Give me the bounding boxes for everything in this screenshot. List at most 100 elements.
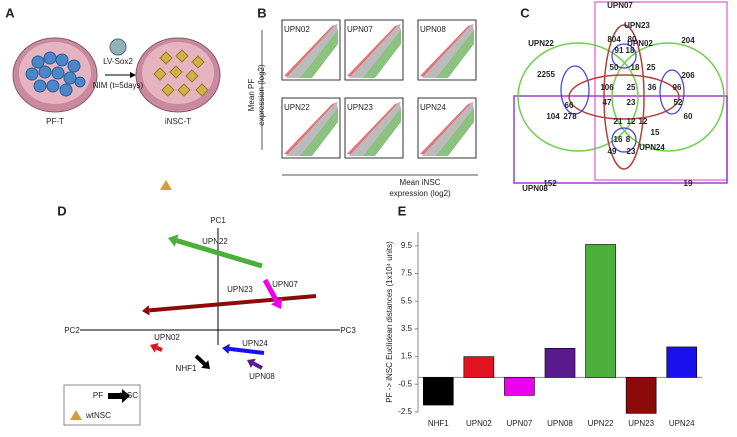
venn-count: 47 (603, 98, 612, 107)
scatter-cloud-grey (422, 24, 474, 78)
set-upn02 (568, 74, 680, 120)
venn-count: 12 (639, 117, 648, 126)
virus (109, 38, 127, 56)
label: PC1 (210, 216, 226, 225)
legend-triangle (70, 410, 82, 420)
scatter-cloud-grey (286, 24, 338, 78)
set-label: UPN24 (639, 143, 665, 152)
venn-count: 2255 (537, 70, 555, 79)
arrow-head (130, 72, 136, 78)
plot-title: UPN24 (420, 103, 446, 112)
venn-count: 25 (647, 63, 656, 72)
bar (625, 377, 657, 414)
pca-arrow-head (168, 234, 179, 247)
label: PC2 (64, 326, 80, 335)
legend-arrow (108, 389, 130, 403)
venn-count: 19 (684, 179, 693, 188)
venn-count: 106 (600, 83, 614, 92)
pca-arrow-head (142, 305, 150, 316)
arrow-label: UPN07 (272, 280, 298, 289)
label: iNSC (119, 391, 138, 400)
cells (153, 49, 209, 97)
label: NIM (t=5days) (93, 81, 144, 90)
venn-count: 91 (615, 46, 624, 55)
pca-arrow-head (222, 343, 230, 355)
venn-count: 16 (614, 135, 623, 144)
venn-count: 278 (563, 112, 577, 121)
venn-count: 206 (681, 71, 695, 80)
pca-arrow-head (201, 360, 210, 369)
x-tick-label: UPN23 (628, 419, 654, 428)
panel-label: C (520, 5, 530, 20)
set-upn24 (560, 43, 685, 153)
x-tick-label: UPN22 (588, 419, 614, 428)
panel-label: E (398, 203, 407, 218)
y-tick-label: -0.5 (398, 379, 412, 388)
pca-arrow-head (247, 358, 256, 368)
scatter-cloud-grey (349, 24, 401, 78)
y-axis-label: PF -> iNSC Euclidean distances (1x10⁴ un… (385, 241, 394, 403)
plot-title: UPN22 (284, 103, 310, 112)
arrow-label: NHF1 (176, 364, 197, 373)
venn-count: 23 (627, 147, 636, 156)
label: PF-T (46, 117, 64, 126)
y-tick-label: -2.5 (398, 407, 412, 416)
arrow-label: UPN02 (154, 333, 180, 342)
venn-count: 49 (608, 147, 617, 156)
pca-arrow-head (270, 297, 283, 309)
set-label: UPN02 (627, 39, 653, 48)
venn-count: 52 (674, 98, 683, 107)
scatter-cloud-grey (422, 102, 474, 156)
venn-count: 96 (673, 83, 682, 92)
pca-arrow (262, 278, 279, 303)
venn-count: 21 (614, 117, 623, 126)
venn-count: 66 (565, 101, 574, 110)
label: expression (log2) (389, 189, 451, 198)
venn-count: 18 (626, 46, 635, 55)
bar (422, 377, 454, 406)
label: PF (93, 391, 103, 400)
x-tick-label: UPN07 (507, 419, 533, 428)
set-label: UPN07 (607, 1, 633, 10)
pca-arrow (149, 294, 317, 313)
y-tick-label: 3.5 (401, 324, 413, 333)
venn-count: 204 (681, 36, 695, 45)
label: iNSC-T (165, 117, 191, 126)
venn-count: 8 (626, 135, 631, 144)
x-tick-label: UPN08 (547, 419, 573, 428)
set-upn08 (513, 95, 728, 184)
label: LV-Sox2 (103, 57, 133, 66)
set-label: UPN08 (522, 184, 548, 193)
pca-arrow (155, 345, 163, 352)
panel-label: A (5, 5, 15, 20)
x-tick-label: UPN02 (466, 419, 492, 428)
set-label: UPN22 (528, 39, 554, 48)
x-tick-label: UPN24 (669, 419, 695, 428)
pca-arrow (194, 354, 207, 366)
set-upn22 (611, 42, 725, 152)
venn-count: 80 (628, 35, 637, 44)
set-label: UPN23 (624, 21, 650, 30)
venn-count: 36 (648, 83, 657, 92)
bar (544, 348, 576, 378)
arrow-label: UPN08 (249, 372, 275, 381)
panel-label: B (257, 5, 266, 20)
bar (585, 244, 616, 378)
arrow-label: UPN24 (242, 339, 268, 348)
y-tick-label: 1.5 (401, 352, 413, 361)
label: wtNSC (85, 411, 111, 420)
panel-label: D (57, 203, 66, 218)
venn-count: 12 (627, 117, 636, 126)
set-upn07 (594, 1, 728, 181)
label: PC3 (340, 326, 356, 335)
venn-count: 23 (627, 98, 636, 107)
y-tick-label: 5.5 (401, 296, 413, 305)
venn-count: 50 (610, 63, 619, 72)
wtnsc-marker (160, 180, 172, 190)
venn-count: 152 (543, 179, 557, 188)
bar (463, 356, 495, 378)
label: Mean PF (247, 79, 256, 112)
set-upn22 (517, 42, 639, 152)
